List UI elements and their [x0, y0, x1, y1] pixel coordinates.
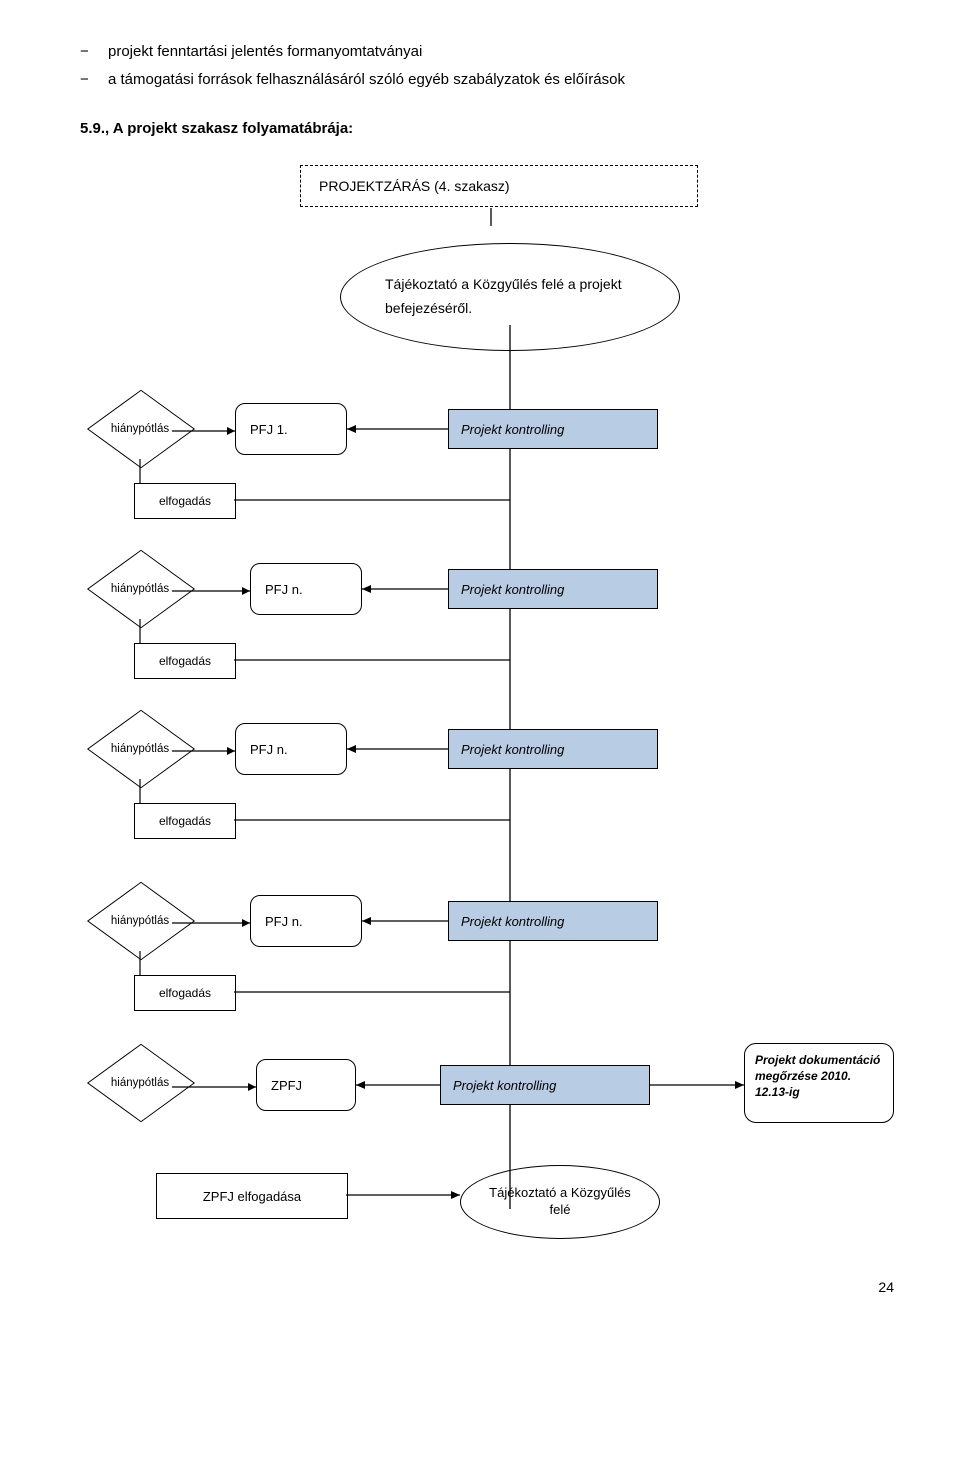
pfj-label: PFJ 1. — [250, 422, 288, 437]
accept-label: elfogadás — [159, 494, 211, 508]
kcontrol-box: Projekt kontrolling — [448, 409, 658, 449]
bullet-dash: − — [80, 68, 108, 92]
kcontrol-label: Projekt kontrolling — [461, 422, 564, 437]
pfj-box: PFJ n. — [250, 895, 362, 947]
bullet-list: − projekt fenntartási jelentés formanyom… — [80, 40, 900, 92]
start-box: PROJEKTZÁRÁS (4. szakasz) — [300, 165, 698, 207]
review-row: hiánypótlás PFJ n. Projekt kontrolling — [80, 889, 900, 953]
accept-box: elfogadás — [134, 975, 236, 1011]
accept-label: elfogadás — [159, 654, 211, 668]
info-ellipse: Tájékoztató a Közgyűlés felé a projekt b… — [340, 243, 680, 351]
diamond-label: hiánypótlás — [80, 743, 200, 755]
accept-box: elfogadás — [134, 483, 236, 519]
kcontrol-box: Projekt kontrolling — [448, 569, 658, 609]
section-heading: 5.9., A projekt szakasz folyamatábrája: — [80, 120, 900, 137]
diamond-label: hiánypótlás — [80, 915, 200, 927]
review-row: hiánypótlás PFJ n. Projekt kontrolling — [80, 557, 900, 621]
end-ellipse-text: Tájékoztató a Közgyűlés felé — [479, 1185, 641, 1219]
preserve-text: Projekt dokumentáció megőrzése 2010. 12.… — [755, 1053, 880, 1099]
accept-box: elfogadás — [134, 643, 236, 679]
pfj-label: PFJ n. — [265, 914, 303, 929]
start-box-label: PROJEKTZÁRÁS (4. szakasz) — [319, 178, 510, 194]
diamond-label: hiánypótlás — [80, 1077, 200, 1089]
kcontrol-box: Projekt kontrolling — [448, 729, 658, 769]
page-number: 24 — [80, 1279, 900, 1295]
kcontrol-box: Projekt kontrolling — [448, 901, 658, 941]
kcontrol-label: Projekt kontrolling — [461, 742, 564, 757]
bullet-item: − projekt fenntartási jelentés formanyom… — [80, 40, 900, 64]
decision-diamond: hiánypótlás — [80, 565, 200, 619]
decision-diamond: hiánypótlás — [80, 897, 200, 951]
bullet-dash: − — [80, 40, 108, 64]
accept-row: elfogadás — [80, 643, 900, 683]
zpfj-accept-box: ZPFJ elfogadása — [156, 1173, 348, 1219]
flowchart: PROJEKTZÁRÁS (4. szakasz) Tájékoztató a … — [80, 165, 900, 1255]
diamond-label: hiánypótlás — [80, 583, 200, 595]
accept-row: elfogadás — [80, 483, 900, 523]
pfj-label: PFJ n. — [250, 742, 288, 757]
bullet-item: − a támogatási források felhasználásáról… — [80, 68, 900, 92]
decision-diamond: hiánypótlás — [80, 405, 200, 459]
kcontrol-box: Projekt kontrolling — [440, 1065, 650, 1105]
kcontrol-label: Projekt kontrolling — [461, 914, 564, 929]
pfj-box: PFJ n. — [250, 563, 362, 615]
zpfj-accept-label: ZPFJ elfogadása — [203, 1189, 301, 1204]
review-row: hiánypótlás PFJ 1. Projekt kontrolling — [80, 397, 900, 461]
diamond-label: hiánypótlás — [80, 423, 200, 435]
bullet-text: projekt fenntartási jelentés formanyomta… — [108, 40, 900, 64]
pfj-box: PFJ n. — [235, 723, 347, 775]
end-row: ZPFJ elfogadása Tájékoztató a Közgyűlés … — [80, 1165, 900, 1255]
accept-label: elfogadás — [159, 986, 211, 1000]
pfj-label: PFJ n. — [265, 582, 303, 597]
zpfj-label: ZPFJ — [271, 1078, 302, 1093]
accept-box: elfogadás — [134, 803, 236, 839]
preserve-box: Projekt dokumentáció megőrzése 2010. 12.… — [744, 1043, 894, 1123]
end-ellipse: Tájékoztató a Közgyűlés felé — [460, 1165, 660, 1239]
pfj-box: PFJ 1. — [235, 403, 347, 455]
review-row: hiánypótlás PFJ n. Projekt kontrolling — [80, 717, 900, 781]
ellipse-text: Tájékoztató a Közgyűlés felé a projekt b… — [385, 273, 679, 321]
zpfj-box: ZPFJ — [256, 1059, 356, 1111]
decision-diamond: hiánypótlás — [80, 725, 200, 779]
decision-diamond: hiánypótlás — [80, 1059, 200, 1113]
accept-label: elfogadás — [159, 814, 211, 828]
kcontrol-label: Projekt kontrolling — [461, 582, 564, 597]
kcontrol-label: Projekt kontrolling — [453, 1078, 556, 1093]
bullet-text: a támogatási források felhasználásáról s… — [108, 68, 900, 92]
accept-row: elfogadás — [80, 975, 900, 1015]
accept-row: elfogadás — [80, 803, 900, 843]
zpfj-row: hiánypótlás ZPFJ Projekt kontrolling Pro… — [80, 1045, 900, 1131]
